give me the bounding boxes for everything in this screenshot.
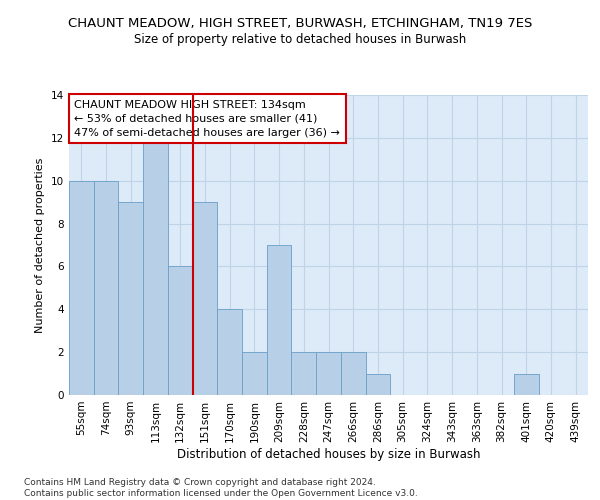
Text: CHAUNT MEADOW, HIGH STREET, BURWASH, ETCHINGHAM, TN19 7ES: CHAUNT MEADOW, HIGH STREET, BURWASH, ETC… [68,18,532,30]
Text: Contains HM Land Registry data © Crown copyright and database right 2024.
Contai: Contains HM Land Registry data © Crown c… [24,478,418,498]
Bar [143,138,168,395]
Bar [69,180,94,395]
Y-axis label: Number of detached properties: Number of detached properties [35,158,46,332]
Bar [365,374,390,395]
Text: Size of property relative to detached houses in Burwash: Size of property relative to detached ho… [134,32,466,46]
Bar [193,202,217,395]
Bar [292,352,316,395]
Bar [341,352,365,395]
Bar [316,352,341,395]
X-axis label: Distribution of detached houses by size in Burwash: Distribution of detached houses by size … [177,448,480,460]
Bar [94,180,118,395]
Text: CHAUNT MEADOW HIGH STREET: 134sqm
← 53% of detached houses are smaller (41)
47% : CHAUNT MEADOW HIGH STREET: 134sqm ← 53% … [74,100,340,138]
Bar [242,352,267,395]
Bar [118,202,143,395]
Bar [217,310,242,395]
Bar [168,266,193,395]
Bar [514,374,539,395]
Bar [267,245,292,395]
